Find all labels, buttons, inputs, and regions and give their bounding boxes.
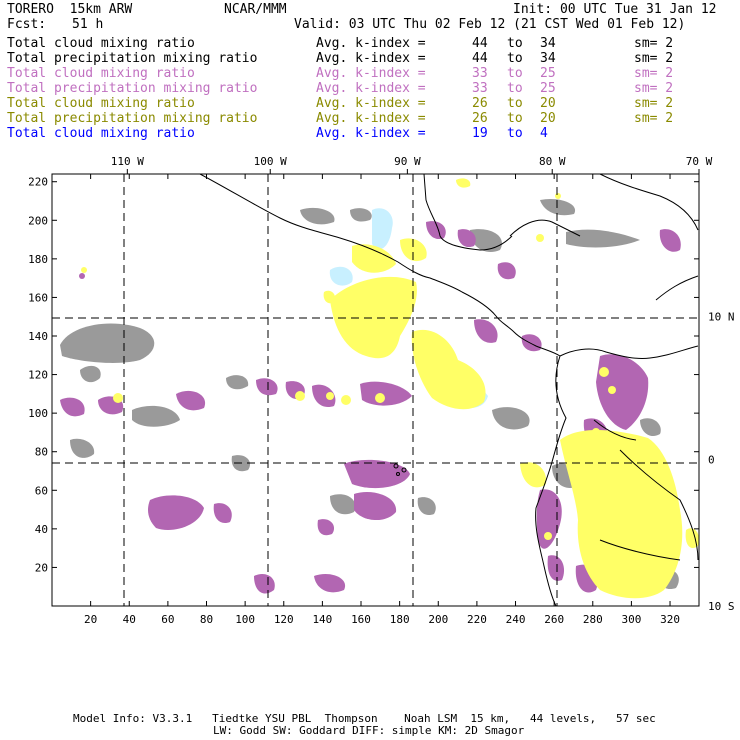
legend-sm: sm= 2: [634, 96, 674, 111]
x-tick-label: 140: [312, 613, 332, 626]
model-title: TORERO 15km ARW: [7, 2, 133, 17]
x-tick-label: 80: [200, 613, 213, 626]
x-tick-label: 20: [84, 613, 97, 626]
y-tick-label: 100: [28, 407, 48, 420]
x-tick-label: 180: [390, 613, 410, 626]
legend-to-word: to: [507, 66, 523, 81]
legend-to-word: to: [507, 96, 523, 111]
longitude-label: 110 W: [111, 155, 144, 168]
legend-sm: sm= 2: [634, 81, 674, 96]
legend-field: Total cloud mixing ratio: [7, 96, 195, 111]
legend-from: 44: [472, 36, 488, 51]
longitude-label: 90 W: [394, 155, 421, 168]
y-tick-label: 20: [35, 561, 48, 574]
init-time: Init: 00 UTC Tue 31 Jan 12: [513, 2, 717, 17]
x-tick-label: 60: [161, 613, 174, 626]
y-tick-label: 140: [28, 330, 48, 343]
legend-to-word: to: [507, 51, 523, 66]
y-tick-label: 160: [28, 291, 48, 304]
legend-to: 20: [540, 111, 556, 126]
legend-field: Total precipitation mixing ratio: [7, 81, 258, 96]
x-tick-label: 320: [660, 613, 680, 626]
x-tick-label: 200: [428, 613, 448, 626]
latitude-label: 10 N: [708, 311, 735, 324]
legend-kindex-label: Avg. k-index =: [316, 126, 426, 141]
forecast-label: Fcst:: [7, 17, 47, 32]
legend-kindex-label: Avg. k-index =: [316, 111, 426, 126]
y-tick-label: 180: [28, 253, 48, 266]
coastlines: [199, 174, 699, 606]
latitude-label: 10 S: [708, 600, 735, 613]
legend-to: 4: [540, 126, 548, 141]
legend-kindex-label: Avg. k-index =: [316, 36, 426, 51]
x-tick-label: 300: [621, 613, 641, 626]
latitude-label: 0: [708, 453, 715, 466]
y-tick-label: 40: [35, 523, 48, 536]
legend-kindex-label: Avg. k-index =: [316, 51, 426, 66]
legend-sm: sm= 2: [634, 66, 674, 81]
legend-kindex-label: Avg. k-index =: [316, 96, 426, 111]
legend-from: 26: [472, 96, 488, 111]
legend-kindex-label: Avg. k-index =: [316, 81, 426, 96]
valid-time: Valid: 03 UTC Thu 02 Feb 12 (21 CST Wed …: [294, 17, 686, 32]
axis-ticks: [52, 169, 700, 606]
longitude-label: 80 W: [539, 155, 566, 168]
longitude-label: 100 W: [254, 155, 287, 168]
legend-from: 33: [472, 66, 488, 81]
legend-from: 19: [472, 126, 488, 141]
legend-sm: sm= 2: [634, 51, 674, 66]
x-tick-label: 120: [274, 613, 294, 626]
legend-sm: sm= 2: [634, 36, 674, 51]
y-tick-label: 200: [28, 214, 48, 227]
legend-to: 34: [540, 51, 556, 66]
plot-frame: [51, 173, 700, 607]
model-info: Model Info: V3.3.1 Tiedtke YSU PBL Thomp…: [73, 712, 656, 725]
y-tick-label: 80: [35, 446, 48, 459]
lat-lon-grid: [52, 174, 699, 606]
legend-field: Total cloud mixing ratio: [7, 36, 195, 51]
legend-to-word: to: [507, 81, 523, 96]
scattered-cells: [79, 193, 616, 540]
legend-to-word: to: [507, 36, 523, 51]
legend-field: Total precipitation mixing ratio: [7, 111, 258, 126]
legend-field: Total cloud mixing ratio: [7, 126, 195, 141]
y-tick-label: 220: [28, 176, 48, 189]
legend-from: 44: [472, 51, 488, 66]
physics-info: LW: Godd SW: Goddard DIFF: simple KM: 2D…: [213, 724, 525, 737]
forecast-hour: 51 h: [72, 17, 104, 32]
yellow-regions: [323, 178, 699, 599]
legend-to: 34: [540, 36, 556, 51]
axis-tick-labels: 20 40 60 80 100 120 140 160 180 200 220 240 260 280 30…: [28, 155, 734, 626]
legend-field: Total cloud mixing ratio: [7, 66, 195, 81]
x-tick-label: 40: [123, 613, 136, 626]
legend-to-word: to: [507, 111, 523, 126]
y-tick-label: 120: [28, 369, 48, 382]
legend-to: 25: [540, 81, 556, 96]
x-tick-label: 240: [506, 613, 526, 626]
legend-to: 25: [540, 66, 556, 81]
legend-sm: sm= 2: [634, 111, 674, 126]
legend-kindex-label: Avg. k-index =: [316, 66, 426, 81]
field-layer: [60, 174, 699, 606]
legend-field: Total precipitation mixing ratio: [7, 51, 258, 66]
longitude-label: 70 W: [686, 155, 713, 168]
legend-to: 20: [540, 96, 556, 111]
y-tick-label: 60: [35, 484, 48, 497]
x-tick-label: 160: [351, 613, 371, 626]
x-tick-label: 220: [467, 613, 487, 626]
x-tick-label: 100: [235, 613, 255, 626]
x-tick-label: 260: [544, 613, 564, 626]
legend-to-word: to: [507, 126, 523, 141]
legend-from: 26: [472, 111, 488, 126]
center-name: NCAR/MMM: [224, 2, 287, 17]
legend-from: 33: [472, 81, 488, 96]
x-tick-label: 280: [583, 613, 603, 626]
